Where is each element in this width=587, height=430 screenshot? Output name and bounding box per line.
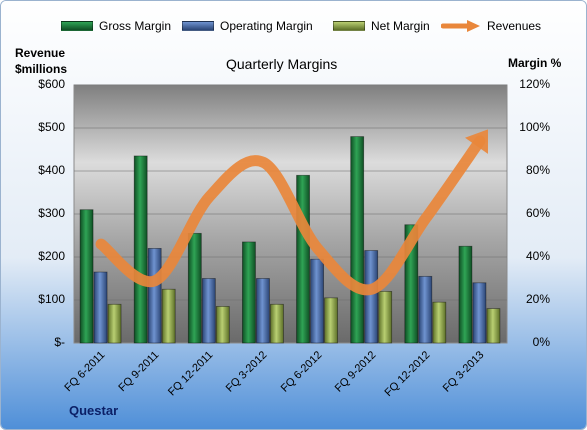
legend-swatch-operating-margin — [182, 21, 214, 31]
legend-label-gross-margin: Gross Margin — [99, 19, 172, 33]
revenues-arrow-head — [465, 129, 488, 154]
y-left-tick-label: $400 — [38, 163, 65, 177]
y-right-tick-label: 0% — [532, 335, 550, 349]
company-label: Questar — [69, 403, 119, 418]
chart-title: Quarterly Margins — [226, 56, 338, 72]
revenues-line — [95, 135, 486, 296]
legend-arrow-icon — [441, 20, 480, 32]
y-right-tick-label: 100% — [519, 120, 550, 134]
y-right-tick-label: 80% — [525, 163, 550, 177]
y-left-tick-label: $100 — [38, 292, 65, 306]
gross-margin-bar — [79, 209, 94, 344]
operating-margin-bar — [201, 278, 216, 344]
legend-swatch-gross-margin — [61, 21, 93, 31]
operating-margin-bar — [472, 282, 487, 344]
y-left-tick-label: $600 — [38, 77, 65, 91]
gross-margin-bar — [458, 245, 473, 344]
net-margin-bar — [215, 306, 230, 344]
legend-net-margin: Net Margin — [333, 17, 430, 35]
gross-margin-bar — [133, 155, 148, 344]
y-left-tick-label: $300 — [38, 206, 65, 220]
legend-label-operating-margin: Operating Margin — [220, 19, 313, 33]
y-right-tick-label: 120% — [519, 77, 550, 91]
y-right-tick-label: 60% — [525, 206, 550, 220]
operating-margin-bar — [364, 250, 379, 344]
operating-margin-bar — [256, 278, 270, 344]
gross-margin-bar — [187, 232, 202, 344]
legend-revenues: Revenues — [441, 17, 541, 35]
net-margin-bar — [486, 308, 501, 344]
operating-margin-bar — [418, 275, 433, 344]
legend-label-net-margin: Net Margin — [371, 19, 430, 33]
y-left-tick-label: $200 — [38, 249, 65, 263]
net-margin-bar — [432, 301, 447, 344]
net-margin-bar — [378, 290, 393, 344]
gross-margin-bar — [242, 241, 256, 344]
y-left-label-line2: $millions — [15, 62, 68, 76]
operating-margin-bar — [93, 271, 108, 344]
net-margin-bar — [270, 303, 284, 344]
net-margin-bar — [161, 288, 176, 344]
y-left-tick-label: $- — [54, 335, 65, 349]
net-margin-bar — [107, 303, 122, 344]
y-left-label-line1: Revenue — [15, 46, 66, 60]
operating-margin-bar — [310, 258, 324, 344]
y-left-tick-label: $500 — [38, 120, 65, 134]
legend-gross-margin: Gross Margin — [61, 17, 171, 35]
legend-label-revenues: Revenues — [487, 19, 542, 33]
net-margin-bar — [324, 297, 338, 344]
y-right-label: Margin % — [508, 56, 562, 70]
gross-margin-bar — [350, 136, 365, 344]
y-right-tick-label: 40% — [525, 249, 550, 263]
legend-swatch-net-margin — [333, 21, 365, 31]
gross-margin-bar — [296, 174, 310, 344]
operating-margin-bar — [147, 247, 162, 344]
legend-operating-margin: Operating Margin — [182, 17, 313, 35]
y-right-tick-label: 20% — [525, 292, 550, 306]
